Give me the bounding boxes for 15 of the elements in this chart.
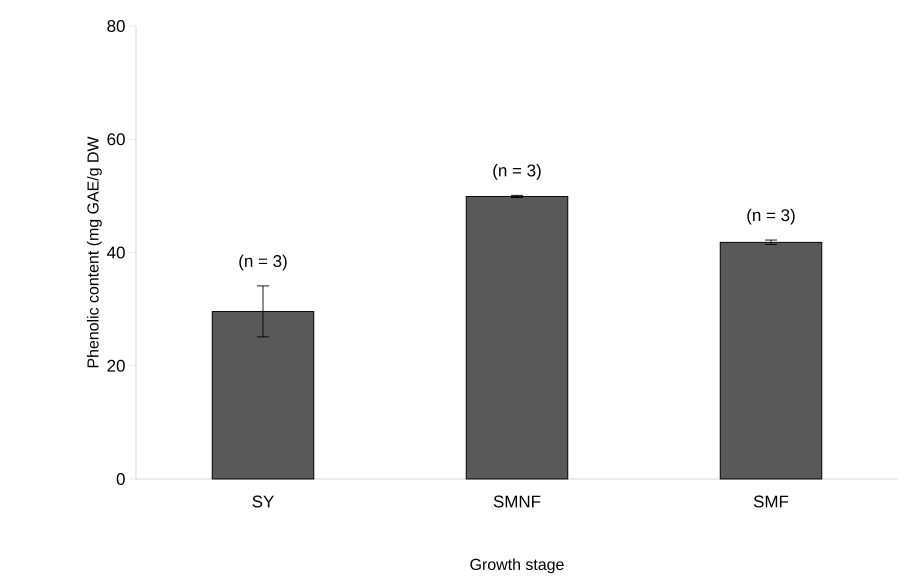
annotation: (n = 3)	[747, 208, 795, 225]
x-axis-title: Growth stage	[470, 558, 564, 574]
bar	[466, 196, 568, 480]
x-tick-label: SY	[252, 496, 274, 508]
y-tick-label: 80	[107, 20, 125, 32]
annotation: (n = 3)	[493, 164, 541, 180]
y-tick-label: 60	[108, 133, 125, 146]
x-tick-label: SMF	[754, 496, 788, 508]
y-tick-label: 20	[108, 360, 125, 372]
y-tick-label: 40	[107, 246, 125, 259]
bar	[720, 242, 822, 480]
annotation: (n = 3)	[239, 254, 287, 270]
y-axis-title: Phenolic content (mg GAE/g DW	[86, 136, 102, 368]
x-tick-label: SMNF	[494, 496, 540, 508]
y-tick-label: 0	[116, 473, 125, 485]
